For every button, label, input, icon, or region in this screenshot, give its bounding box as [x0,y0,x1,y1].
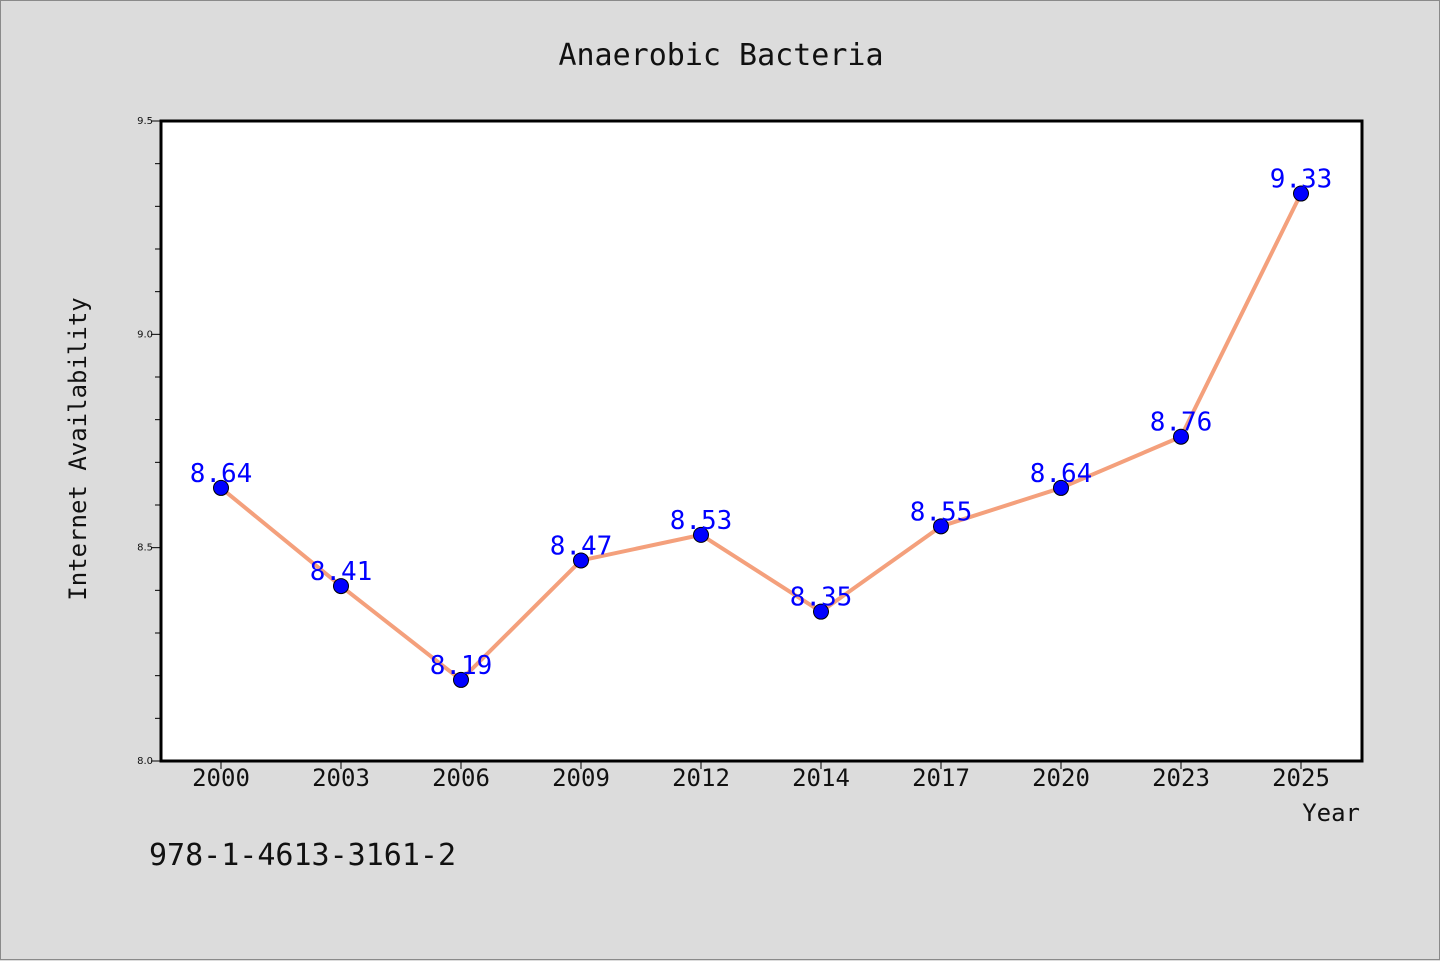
x-axis-ticks: 2000 2003 2006 2009 2012 2014 2017 2020 2023 2025 [192,761,1330,792]
data-label: 8.35 [790,583,853,613]
x-tick-label: 2023 [1152,764,1210,792]
data-point [453,671,469,688]
x-tick-label: 2000 [192,764,250,792]
x-tick-label: 2014 [792,764,850,792]
series-markers [213,185,1309,688]
x-tick-label: 2006 [432,764,490,792]
x-axis-label: Year [1302,799,1360,827]
data-point [933,518,949,535]
y-tick-label: 8.0 [137,756,153,767]
x-tick-label: 2009 [552,764,610,792]
x-tick-label: 2017 [912,764,970,792]
y-tick-label: 8.5 [137,543,153,554]
y-tick-label: 9.0 [137,329,153,340]
data-point [213,479,229,496]
y-axis-ticks: 8.0 8.5 9.0 9.5 [137,116,161,767]
data-label: 8.64 [190,459,253,489]
chart-title: Anaerobic Bacteria [558,38,883,73]
y-tick-label: 9.5 [137,116,153,127]
data-label: 8.76 [1150,408,1213,438]
data-point [693,526,709,543]
plot-area [159,119,1364,763]
data-point [813,603,829,620]
data-label: 8.41 [310,557,373,587]
data-point [1053,479,1069,496]
y-axis-label: Internet Availability [64,297,92,600]
isbn-text: 978-1-4613-3161-2 [149,838,456,873]
data-point [333,578,349,595]
data-label: 9.33 [1270,165,1333,195]
x-tick-label: 2003 [312,764,370,792]
data-label: 8.47 [550,531,613,561]
data-label: 8.64 [1030,459,1093,489]
x-tick-label: 2025 [1272,764,1330,792]
data-label: 8.19 [430,651,493,681]
x-tick-label: 2012 [672,764,730,792]
series-line [219,192,1303,682]
data-label: 8.53 [670,506,733,536]
data-labels: 8.64 8.41 8.19 8.47 8.53 8.35 8.55 8.64 8.76 9.33 [190,165,1333,681]
data-point [1173,428,1189,445]
x-tick-label: 2020 [1032,764,1090,792]
data-point [573,552,589,569]
data-label: 8.55 [910,497,973,527]
data-point [1293,185,1309,202]
